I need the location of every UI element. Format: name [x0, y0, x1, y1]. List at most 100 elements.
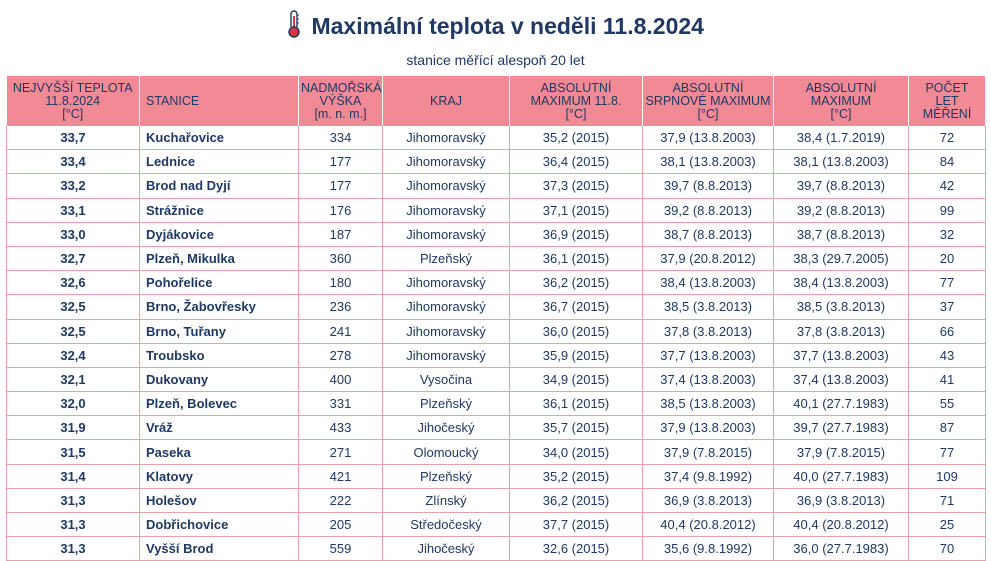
station-cell: Dyjákovice	[139, 222, 299, 247]
years-cell: 32	[908, 222, 986, 247]
max-temp-cell: 32,5	[6, 294, 140, 320]
region-cell: Vysočina	[382, 367, 510, 393]
altitude-cell: 177	[298, 149, 383, 175]
table-row: 32,1 Dukovany 400 Vysočina 34,9 (2015) 37,4 (…	[6, 367, 986, 393]
table-row: 33,4 Lednice 177 Jihomoravský 36,4 (2015) 38,…	[6, 149, 986, 175]
years-cell: 70	[908, 536, 986, 561]
max-temp-cell: 31,3	[6, 536, 140, 561]
abs-max-day-cell: 36,0 (2015)	[509, 319, 643, 344]
table-row: 31,3 Dobřichovice 205 Středočeský 37,7 (2015…	[6, 512, 986, 538]
altitude-cell: 400	[298, 367, 383, 393]
max-temp-cell: 31,3	[6, 488, 140, 514]
abs-max-cell: 38,3 (29.7.2005)	[773, 246, 909, 272]
station-cell: Brno, Žabovřesky	[139, 294, 299, 320]
table-row: 32,7 Plzeň, Mikulka 360 Plzeňský 36,1 (2015)…	[6, 246, 986, 272]
abs-max-day-cell: 34,0 (2015)	[509, 439, 643, 465]
altitude-cell: 278	[298, 343, 383, 368]
abs-august-max-cell: 38,1 (13.8.2003)	[642, 149, 774, 175]
station-cell: Dukovany	[139, 367, 299, 393]
header-abs-august-max: ABSOLUTNÍ SRPNOVÉ MAXIMUM [°C]	[642, 76, 774, 126]
header-max-temp: NEJVYŠŠÍ TEPLOTA 11.8.2024 [°C]	[6, 76, 140, 126]
altitude-cell: 331	[298, 391, 383, 417]
abs-max-cell: 38,1 (13.8.2003)	[773, 149, 909, 175]
abs-max-cell: 38,4 (13.8.2003)	[773, 270, 909, 296]
abs-august-max-cell: 37,9 (7.8.2015)	[642, 439, 774, 465]
abs-max-day-cell: 35,2 (2015)	[509, 126, 643, 151]
abs-august-max-cell: 37,9 (13.8.2003)	[642, 415, 774, 441]
abs-max-day-cell: 32,6 (2015)	[509, 536, 643, 561]
abs-max-cell: 40,1 (27.7.1983)	[773, 391, 909, 417]
max-temp-cell: 32,7	[6, 246, 140, 272]
table-row: 31,3 Holešov 222 Zlínský 36,2 (2015) 36,9 (3.…	[6, 488, 986, 514]
station-cell: Kuchařovice	[139, 126, 299, 151]
region-cell: Olomoucký	[382, 439, 510, 465]
max-temp-cell: 32,6	[6, 270, 140, 296]
years-cell: 109	[908, 464, 986, 489]
years-cell: 87	[908, 415, 986, 441]
station-cell: Brod nad Dyjí	[139, 173, 299, 199]
years-cell: 42	[908, 173, 986, 199]
header-abs-max: ABSOLUTNÍ MAXIMUM [°C]	[773, 76, 909, 126]
max-temp-cell: 32,1	[6, 367, 140, 393]
years-cell: 72	[908, 126, 986, 151]
abs-max-day-cell: 36,1 (2015)	[509, 246, 643, 272]
abs-max-cell: 37,8 (3.8.2013)	[773, 319, 909, 344]
max-temp-cell: 33,2	[6, 173, 140, 199]
years-cell: 66	[908, 319, 986, 344]
abs-max-day-cell: 37,7 (2015)	[509, 512, 643, 538]
temperature-table: NEJVYŠŠÍ TEPLOTA 11.8.2024 [°C] STANICE NADM…	[6, 76, 986, 561]
region-cell: Plzeňský	[382, 246, 510, 272]
max-temp-cell: 32,5	[6, 319, 140, 344]
table-row: 33,7 Kuchařovice 334 Jihomoravský 35,2 (2015…	[6, 126, 986, 151]
abs-max-day-cell: 37,1 (2015)	[509, 198, 643, 223]
region-cell: Plzeňský	[382, 391, 510, 417]
region-cell: Zlínský	[382, 488, 510, 514]
max-temp-cell: 32,0	[6, 391, 140, 417]
altitude-cell: 180	[298, 270, 383, 296]
region-cell: Jihomoravský	[382, 270, 510, 296]
abs-max-cell: 38,5 (3.8.2013)	[773, 294, 909, 320]
years-cell: 71	[908, 488, 986, 514]
station-cell: Holešov	[139, 488, 299, 514]
years-cell: 41	[908, 367, 986, 393]
max-temp-cell: 31,4	[6, 464, 140, 489]
page-subtitle: stanice měřící alespoň 20 let	[406, 52, 585, 68]
station-cell: Brno, Tuřany	[139, 319, 299, 344]
abs-max-cell: 40,4 (20.8.2012)	[773, 512, 909, 538]
altitude-cell: 360	[298, 246, 383, 272]
table-row: 33,2 Brod nad Dyjí 177 Jihomoravský 37,3 (20…	[6, 173, 986, 199]
altitude-cell: 433	[298, 415, 383, 441]
region-cell: Jihomoravský	[382, 173, 510, 199]
station-cell: Paseka	[139, 439, 299, 465]
years-cell: 55	[908, 391, 986, 417]
altitude-cell: 559	[298, 536, 383, 561]
region-cell: Jihomoravský	[382, 294, 510, 320]
abs-max-cell: 37,7 (13.8.2003)	[773, 343, 909, 368]
abs-august-max-cell: 37,9 (20.8.2012)	[642, 246, 774, 272]
max-temp-cell: 33,0	[6, 222, 140, 247]
table-row: 33,0 Dyjákovice 187 Jihomoravský 36,9 (2015)…	[6, 222, 986, 247]
region-cell: Jihočeský	[382, 415, 510, 441]
abs-august-max-cell: 38,5 (13.8.2003)	[642, 391, 774, 417]
station-cell: Dobřichovice	[139, 512, 299, 538]
station-cell: Klatovy	[139, 464, 299, 489]
page-title: Maximální teplota v neděli 11.8.2024	[311, 13, 704, 39]
abs-max-day-cell: 36,1 (2015)	[509, 391, 643, 417]
abs-august-max-cell: 38,7 (8.8.2013)	[642, 222, 774, 247]
abs-august-max-cell: 40,4 (20.8.2012)	[642, 512, 774, 538]
abs-max-day-cell: 36,9 (2015)	[509, 222, 643, 247]
abs-max-cell: 40,0 (27.7.1983)	[773, 464, 909, 489]
station-cell: Vyšší Brod	[139, 536, 299, 561]
max-temp-cell: 33,7	[6, 126, 140, 151]
header-years: POČET LET MĚŘENÍ	[908, 76, 986, 126]
region-cell: Středočeský	[382, 512, 510, 538]
altitude-cell: 241	[298, 319, 383, 344]
abs-august-max-cell: 37,8 (3.8.2013)	[642, 319, 774, 344]
altitude-cell: 205	[298, 512, 383, 538]
altitude-cell: 177	[298, 173, 383, 199]
station-cell: Lednice	[139, 149, 299, 175]
abs-august-max-cell: 37,4 (13.8.2003)	[642, 367, 774, 393]
header-station: STANICE	[139, 76, 299, 126]
region-cell: Jihomoravský	[382, 343, 510, 368]
altitude-cell: 187	[298, 222, 383, 247]
